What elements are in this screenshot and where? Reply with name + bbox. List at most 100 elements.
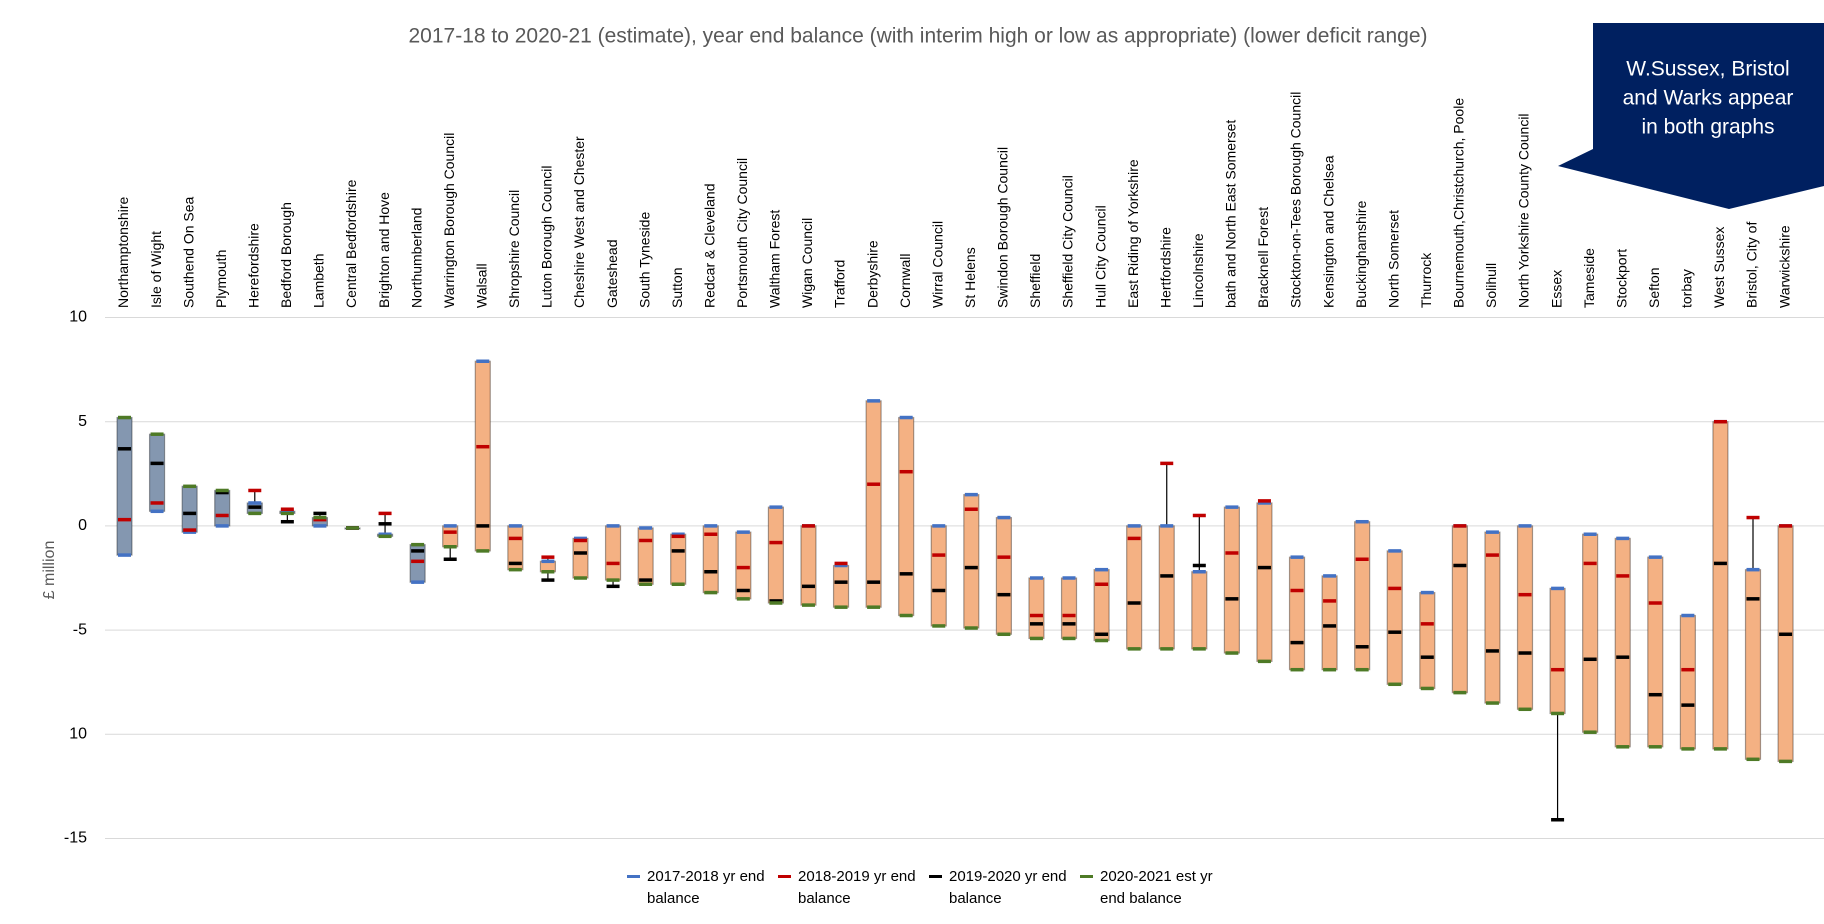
- bar: [1549, 587, 1566, 715]
- x-tick-label: Hertfordshire: [1157, 227, 1173, 308]
- x-tick-label: Redcar & Cleveland: [701, 183, 717, 308]
- x-tick-label: Stockport: [1613, 249, 1629, 308]
- x-tick-label: Sheffield City Council: [1060, 175, 1076, 308]
- legend-label: 2017-2018 yr end balance: [647, 868, 765, 907]
- bar: [1484, 531, 1501, 704]
- bar: [1451, 525, 1468, 694]
- x-tick-label: South Tyneside: [636, 212, 652, 308]
- bar: [670, 533, 687, 585]
- bar: [1256, 502, 1273, 662]
- x-tick-label: Northamptonshire: [115, 197, 131, 308]
- bar: [637, 527, 654, 585]
- x-tick-label: Bedford Borough: [278, 202, 294, 308]
- x-tick-label: Essex: [1548, 270, 1564, 308]
- y-axis-label: £ million: [41, 541, 58, 600]
- x-tick-label: Plymouth: [213, 250, 229, 308]
- bar: [832, 564, 850, 608]
- bar: [1028, 577, 1045, 640]
- x-tick-label: Warwickshire: [1776, 225, 1792, 308]
- x-tick-label: Swindon Borough Council: [995, 147, 1011, 308]
- bar: [1712, 421, 1729, 750]
- x-tick-label: Shropshire Council: [506, 190, 522, 308]
- x-tick-label: Wirral Council: [929, 221, 945, 308]
- legend-entry: 2017-2018 yr end balance: [627, 866, 767, 910]
- bar: [572, 537, 589, 579]
- x-tick-label: Isle of Wight: [148, 231, 164, 308]
- legend-marker: [627, 875, 640, 878]
- bar: [442, 525, 459, 548]
- y-tick-label: -5: [73, 621, 87, 638]
- bar: [1191, 571, 1208, 650]
- bar: [995, 516, 1012, 635]
- legend-marker: [929, 875, 942, 878]
- bar: [116, 416, 133, 556]
- bar: [1126, 525, 1143, 650]
- bar: [1679, 614, 1696, 750]
- legend-label: 2018-2019 yr end balance: [798, 868, 916, 907]
- bar: [604, 525, 622, 581]
- x-tick-label: Cornwall: [897, 254, 913, 308]
- x-tick-label: Walsall: [473, 263, 489, 308]
- bar: [1321, 575, 1338, 671]
- bar: [800, 525, 817, 606]
- x-tick-label: Lambeth: [311, 254, 327, 308]
- x-tick-label: bath and North East Somerset: [1223, 120, 1239, 308]
- annotation-box: [1558, 23, 1824, 209]
- y-tick-label: 10: [69, 309, 87, 326]
- x-tick-label: Sheffield: [1027, 254, 1043, 308]
- legend-entry: 2018-2019 yr end balance: [778, 866, 918, 910]
- legend-marker: [778, 875, 791, 878]
- x-tick-label: Waltham Forest: [767, 210, 783, 308]
- x-tick-label: Sutton: [669, 268, 685, 308]
- x-tick-label: Kensington and Chelsea: [1320, 155, 1336, 308]
- bar: [1647, 556, 1664, 748]
- bar: [1093, 569, 1110, 642]
- bar: [865, 400, 882, 608]
- bar: [767, 506, 785, 604]
- x-tick-label: Brighton and Hove: [376, 192, 392, 308]
- bar: [1614, 537, 1631, 748]
- bar: [1777, 525, 1794, 762]
- x-tick-label: Solihull: [1483, 263, 1499, 308]
- x-tick-label: Gateshead: [604, 240, 620, 309]
- x-tick-label: North Somerset: [1385, 210, 1401, 308]
- x-tick-label: Northumberland: [408, 208, 424, 308]
- x-tick-label: Trafford: [832, 260, 848, 308]
- x-tick-label: Wigan Council: [799, 218, 815, 308]
- x-tick-label: torbay: [1679, 269, 1695, 308]
- x-tick-label: Derbyshire: [864, 240, 880, 308]
- annotation-text: in both graphs: [1641, 116, 1774, 139]
- x-tick-label: Luton Borough Council: [539, 166, 555, 308]
- x-tick-label: Lincolnshire: [1190, 233, 1206, 308]
- x-tick-label: Stockton-on-Tees Borough Council: [1288, 92, 1304, 308]
- x-tick-label: Thurrock: [1418, 252, 1434, 308]
- x-tick-label: Southend On Sea: [180, 196, 196, 308]
- y-tick-label: 10: [69, 726, 87, 743]
- bar: [1288, 556, 1306, 671]
- x-tick-label: St Helens: [962, 247, 978, 308]
- x-tick-label: Bournemouth,Christchurch, Poole: [1451, 98, 1467, 308]
- x-tick-label: Buckinghamshire: [1353, 200, 1369, 308]
- y-tick-label: -15: [64, 830, 87, 847]
- legend-label: 2019-2020 yr end balance: [949, 868, 1067, 907]
- bar: [898, 416, 915, 617]
- x-tick-label: Herefordshire: [245, 223, 261, 308]
- bar: [474, 360, 491, 552]
- annotation-text: and Warks appear: [1623, 87, 1794, 110]
- x-tick-label: Central Bedfordshire: [343, 179, 359, 308]
- x-tick-label: Bristol, City of: [1744, 222, 1760, 308]
- legend-entry: 2020-2021 est yr end balance: [1080, 866, 1220, 910]
- x-tick-label: East Riding of Yorkshire: [1125, 159, 1141, 308]
- bar: [963, 494, 980, 629]
- x-tick-label: Tameside: [1581, 248, 1597, 308]
- legend-label: 2020-2021 est yr end balance: [1100, 868, 1213, 907]
- x-tick-label: Sefton: [1646, 268, 1662, 308]
- bar: [214, 489, 231, 527]
- x-tick-label: Bracknell Forest: [1255, 207, 1271, 308]
- x-tick-label: Cheshire West and Chester: [571, 136, 587, 308]
- bar: [148, 433, 166, 512]
- x-tick-label: West Sussex: [1711, 227, 1727, 308]
- legend-marker: [1080, 875, 1093, 878]
- bar: [1158, 525, 1175, 650]
- bar: [1060, 577, 1078, 640]
